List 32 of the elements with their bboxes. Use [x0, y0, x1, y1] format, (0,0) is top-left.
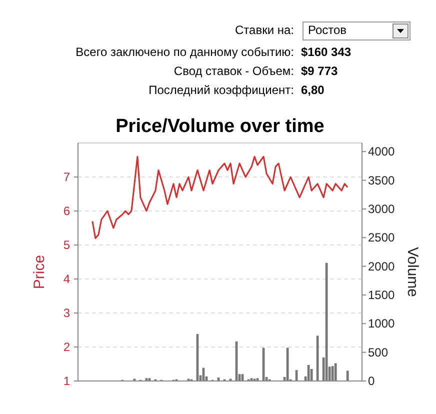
bar	[325, 262, 328, 381]
bar	[346, 370, 349, 381]
chart-title: Price/Volume over time	[116, 116, 324, 137]
text: Всего заключено по данному событию: $160 343	[76, 45, 352, 59]
y2-tick-label: 3000	[368, 202, 396, 216]
bar	[310, 368, 313, 381]
text: Последний коэффициент: 6,80	[148, 83, 325, 97]
bar	[334, 363, 337, 381]
y2-tick-label: 3500	[368, 173, 396, 188]
y-tick-label: 5	[63, 238, 70, 252]
y-tick-label: 1	[63, 374, 70, 388]
y-tick-label: 7	[63, 170, 70, 184]
bar	[295, 370, 298, 381]
y2-tick-label: 2500	[368, 230, 396, 245]
dropdown-field: Ростов	[302, 22, 410, 40]
y-tick-label: 6	[63, 204, 70, 218]
y2-tick-label: 2000	[368, 259, 396, 274]
y2-tick-label: 4000	[368, 144, 396, 159]
y-axis-title: Price	[31, 254, 48, 290]
y2-axis-title: Volume	[404, 246, 421, 298]
bar	[307, 364, 310, 381]
y2-tick-label: 1500	[368, 288, 396, 302]
y-tick-label: 4	[63, 272, 70, 286]
y2-tick-label: 1000	[368, 316, 396, 331]
text: Свод ставок - Объем: $9 773	[174, 64, 338, 78]
bar	[316, 336, 319, 381]
y-tick-label: 2	[63, 340, 70, 354]
y2-tick-label: 0	[368, 374, 375, 388]
bar	[331, 366, 334, 381]
y2-tick-label: 500	[368, 345, 388, 360]
line-series	[92, 156, 348, 239]
y-tick-label: 3	[63, 306, 70, 320]
